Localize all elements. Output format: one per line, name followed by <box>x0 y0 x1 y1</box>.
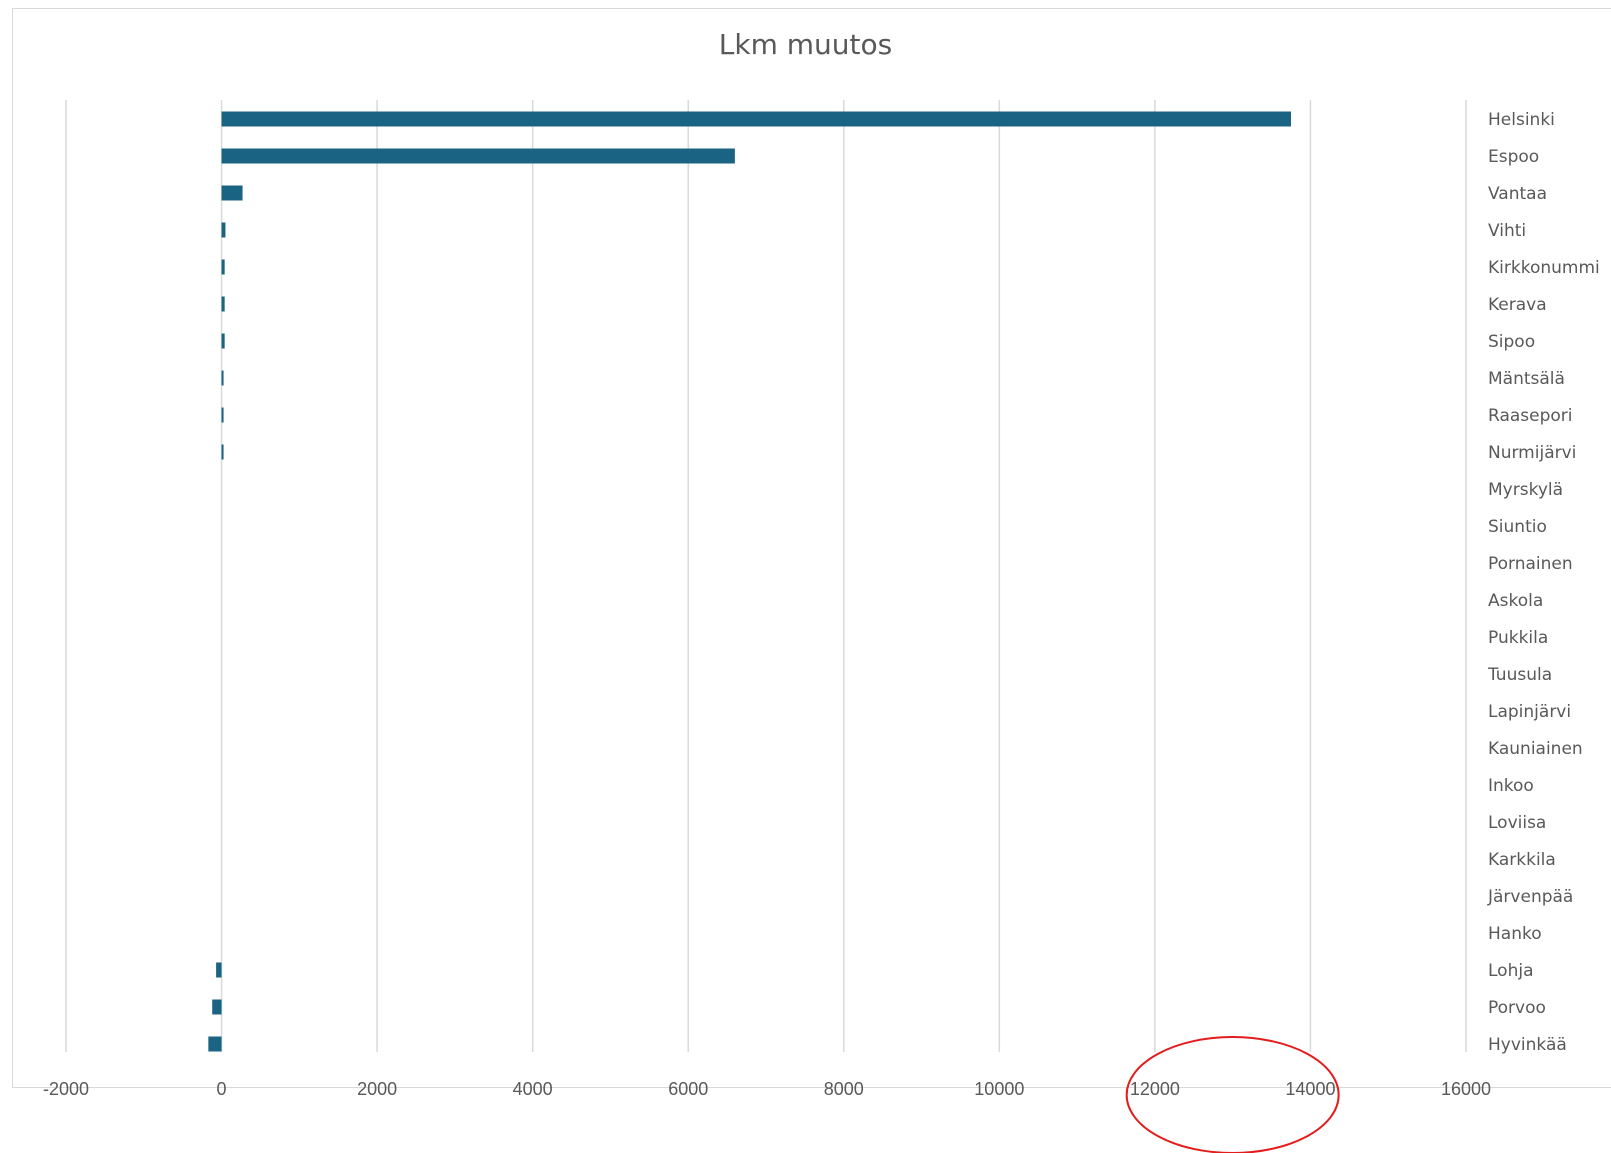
category-label: Inkoo <box>1488 776 1534 796</box>
category-label: Mäntsälä <box>1488 369 1565 389</box>
chart-area <box>12 8 1611 1088</box>
x-tick-label: 4000 <box>513 1079 553 1099</box>
category-label: Nurmijärvi <box>1488 443 1576 463</box>
x-tick-label: 0 <box>217 1079 227 1099</box>
bar-helsinki <box>221 111 1292 127</box>
bar-nurmijärvi <box>221 444 224 460</box>
category-label: Kirkkonummi <box>1488 258 1600 278</box>
x-tick-label: 8000 <box>824 1079 864 1099</box>
category-label: Raasepori <box>1488 406 1573 426</box>
category-label: Kerava <box>1488 295 1547 315</box>
category-label: Vihti <box>1488 221 1526 241</box>
category-label: Myrskylä <box>1488 480 1563 500</box>
category-label: Siuntio <box>1488 517 1547 537</box>
x-tick-label: 2000 <box>357 1079 397 1099</box>
category-label: Porvoo <box>1488 998 1546 1018</box>
bar-kirkkonummi <box>221 259 225 275</box>
bar-raasepori <box>221 407 224 423</box>
chart-title: Lkm muutos <box>718 28 893 61</box>
bar-sipoo <box>221 333 225 349</box>
category-label: Hanko <box>1488 924 1542 944</box>
x-tick-label: 14000 <box>1285 1079 1335 1099</box>
category-label: Lohja <box>1488 961 1534 981</box>
bar-vantaa <box>221 185 243 201</box>
annotation-ellipse <box>1125 1036 1340 1153</box>
category-label: Vantaa <box>1488 184 1547 204</box>
bar-mäntsälä <box>221 370 224 386</box>
category-label: Pornainen <box>1488 554 1573 574</box>
category-label: Kauniainen <box>1488 739 1583 759</box>
category-label: Helsinki <box>1488 110 1555 130</box>
category-label: Loviisa <box>1488 813 1546 833</box>
category-label: Pukkila <box>1488 628 1548 648</box>
bar-espoo <box>221 148 735 164</box>
category-label: Askola <box>1488 591 1543 611</box>
bar-kerava <box>221 296 225 312</box>
x-tick-label: 6000 <box>668 1079 708 1099</box>
category-label: Hyvinkää <box>1488 1035 1567 1055</box>
bar-hyvinkää <box>208 1036 222 1052</box>
category-label: Lapinjärvi <box>1488 702 1571 722</box>
x-tick-label: 12000 <box>1130 1079 1180 1099</box>
x-tick-label: 16000 <box>1441 1079 1491 1099</box>
category-label: Tuusula <box>1487 665 1552 685</box>
bar-lohja <box>216 962 222 978</box>
category-label: Karkkila <box>1488 850 1556 870</box>
x-tick-label: -2000 <box>43 1079 89 1099</box>
bar-vihti <box>221 222 226 238</box>
category-label: Järvenpää <box>1487 887 1573 907</box>
x-tick-label: 10000 <box>974 1079 1024 1099</box>
category-label: Espoo <box>1488 147 1539 167</box>
category-label: Sipoo <box>1488 332 1535 352</box>
bar-porvoo <box>212 999 222 1015</box>
